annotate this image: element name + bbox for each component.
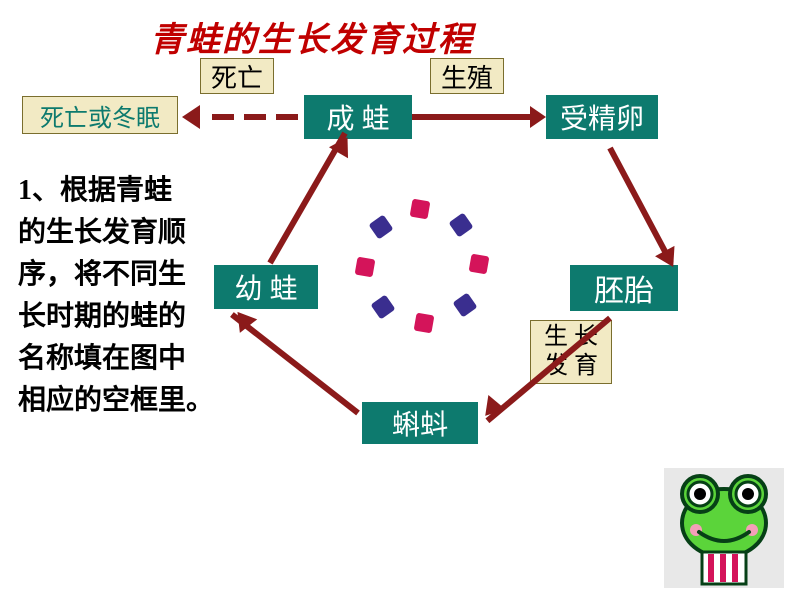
label-reproduce: 生殖 (430, 58, 504, 94)
label-hibernate: 死亡或冬眠 (22, 96, 178, 134)
arrow-adult-egg-head (530, 106, 546, 128)
stage-tadpole: 蝌蚪 (362, 402, 478, 444)
arrow-dashed-head (182, 105, 200, 129)
stage-adult: 成 蛙 (304, 95, 412, 139)
arrow-adult-egg (412, 114, 532, 120)
arrow-dashed-seg2 (244, 114, 266, 120)
stage-embryo: 胚胎 (570, 265, 678, 311)
stage-youngfrog: 幼 蛙 (214, 265, 318, 309)
arrow-embryo-tadpole-head (477, 395, 505, 423)
arrow-dashed-seg3 (212, 114, 234, 120)
label-death: 死亡 (200, 58, 274, 94)
arrow-tadpole-young (230, 312, 360, 415)
page-title: 青蛙的生长发育过程 (150, 12, 474, 61)
arrow-dashed-seg1 (276, 114, 298, 120)
arrow-egg-embryo (607, 147, 673, 265)
frog-graphic (664, 468, 784, 588)
stage-egg: 受精卵 (546, 95, 658, 139)
question-text: 1、根据青蛙 的生长发育顺 序，将不同生 长时期的蛙的 名称填在图中 相应的空框… (18, 170, 214, 422)
